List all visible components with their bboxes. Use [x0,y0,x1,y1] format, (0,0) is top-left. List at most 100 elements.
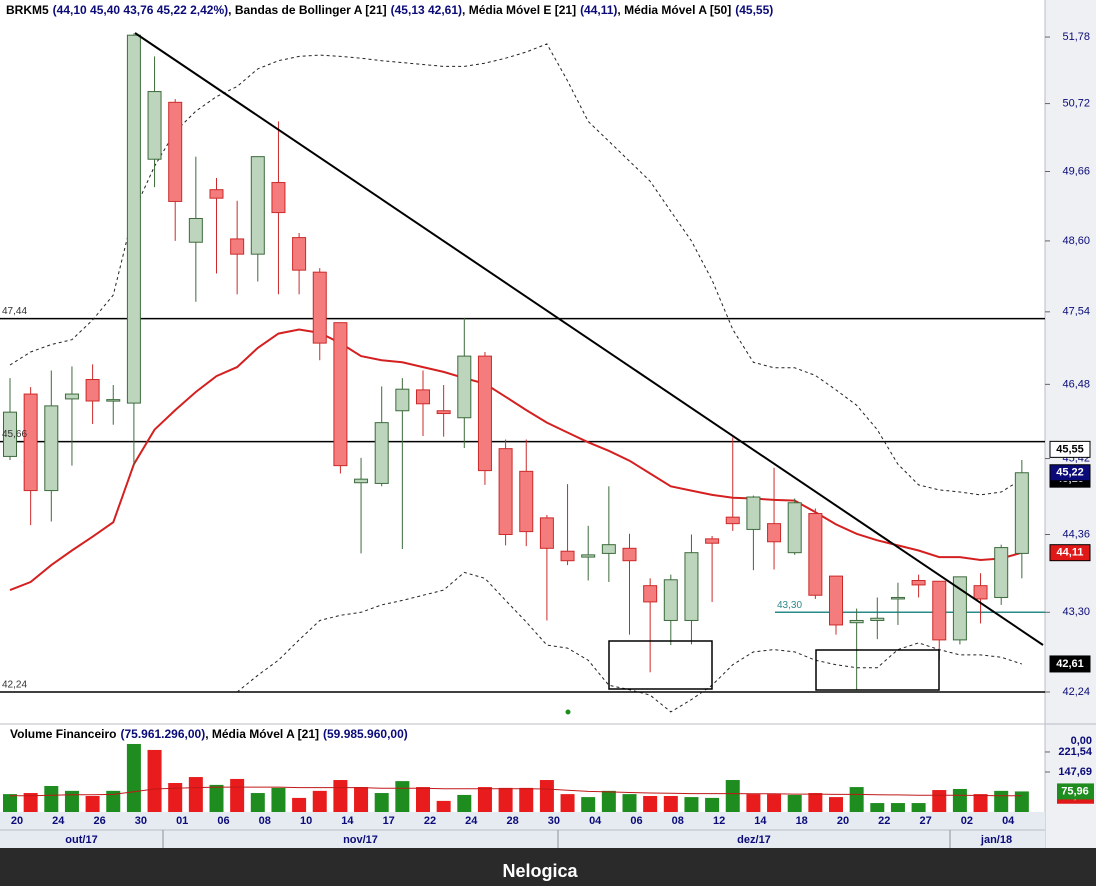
volume-bar [622,794,637,812]
x-tick-label: 30 [135,815,147,827]
horizontal-line-label: 42,24 [2,680,27,691]
legend-name: , Bandas de Bollinger A [21] [228,3,386,17]
volume-bar [973,794,988,812]
volume-bar [746,794,761,812]
candle-body [395,388,410,412]
volume-bar [250,793,265,812]
volume-bar [374,793,389,812]
x-tick-label: 02 [961,815,973,827]
legend-reading: (44,11) [580,3,617,17]
candle-body [85,379,100,402]
volume-bar [416,787,430,812]
volume-bar [126,743,141,812]
candle-body [539,517,554,549]
volume-bar [3,794,17,812]
volume-bar [663,796,678,812]
volume-bar [64,790,79,812]
candle-body [643,585,658,603]
price-panel [0,33,1045,713]
x-tick-label: 30 [548,815,560,827]
volume-bar [1014,791,1029,812]
candle-body [416,389,430,405]
x-tick-label: 06 [217,815,229,827]
x-tick-label: 20 [837,815,849,827]
month-label: nov/17 [343,834,378,846]
y-tick-label: 51,78 [1062,31,1090,43]
volume-bar [106,790,121,812]
volume-bar [292,797,307,812]
volume-bar [354,787,369,812]
volume-bar [952,788,967,812]
x-tick-label: 08 [672,815,684,827]
footer-bar [0,848,1096,886]
horizontal-line-label: 47,44 [2,306,27,317]
x-tick-label: 12 [713,815,725,827]
volume-bar [23,793,38,812]
candle-body [829,575,843,626]
footer-logo: Nelogica [502,861,578,881]
candle-body [312,271,327,344]
volume-bar [498,787,513,812]
x-tick-label: 04 [1002,815,1015,827]
volume-bar [787,794,802,812]
volume-bar [725,780,740,812]
candle-body [477,355,492,472]
y-tick-label: 50,72 [1062,97,1090,109]
candle-body [354,478,369,484]
volume-bar [560,794,575,812]
volume-bar [849,787,864,812]
y-tick-label: 43,30 [1062,606,1090,618]
candle-body [767,523,782,543]
candle-body [106,399,121,402]
volume-bar [911,803,926,812]
candle-body [436,410,451,415]
y-tick-label: 46,48 [1062,378,1090,390]
candle-body [250,156,265,255]
candle-body [374,422,389,484]
legend-reading: (45,13 42,61) [391,3,462,17]
box-annotation [608,640,713,690]
candle-body [498,448,513,536]
x-tick-label: 10 [300,815,312,827]
candle-body [581,554,596,558]
volume-bar [436,800,451,812]
volume-bar [870,803,885,812]
candle-body [126,34,141,404]
volume-panel [3,743,1029,812]
price-tag [1049,655,1091,673]
x-tick-label: 08 [259,815,271,827]
price-tag-label: 42,61 [1056,658,1084,670]
legend-name: , Média Móvel E [21] [462,3,576,17]
candle-body [601,544,616,554]
candle-body [23,393,38,492]
candle-body [333,322,348,467]
volume-bar [312,790,327,812]
candle-body [725,516,740,525]
y-tick-label: 42,24 [1062,686,1090,698]
legend-reading: (59.985.960,00) [323,727,408,741]
x-tick-label: 28 [506,815,518,827]
month-label: dez/17 [737,834,771,846]
candle-body [994,547,1009,598]
volume-bar [168,783,183,812]
volume-bar [767,794,782,812]
volume-bar [519,787,534,812]
drawings [134,32,1044,715]
x-tick-label: 14 [341,815,354,827]
month-label: jan/18 [980,834,1012,846]
x-tick-label: 18 [796,815,808,827]
volume-axis-top-label: 0,00 [1071,735,1092,747]
volume-bar [230,778,245,812]
candle-body [560,550,575,562]
volume-bar [209,784,224,812]
volume-legend: Volume Financeiro (75.961.296,00), Média … [10,727,408,741]
x-tick-label: 01 [176,815,188,827]
y-tick-label: 47,54 [1062,306,1090,318]
price-tag [1049,544,1091,562]
candle-body [230,238,245,255]
volume-bar [147,749,162,812]
candle-body [705,538,720,544]
trend-line [134,32,1044,646]
price-tag-label: 45,22 [1056,467,1084,479]
support-line-label: 43,30 [777,600,802,611]
